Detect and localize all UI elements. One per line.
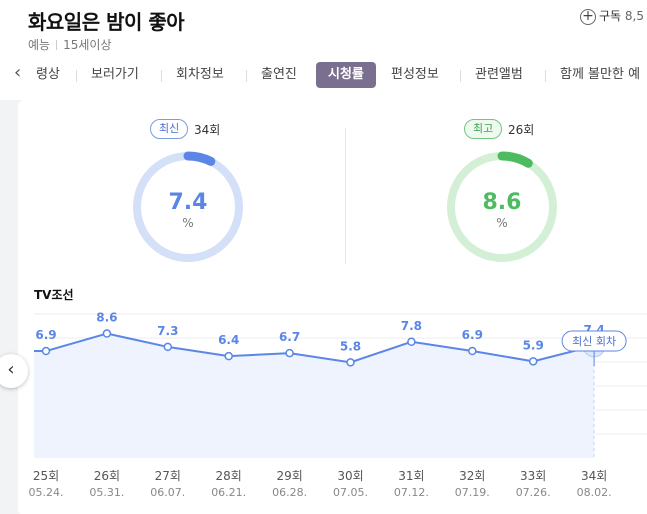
data-label: 6.9: [35, 328, 56, 342]
chart-area: [34, 333, 595, 458]
best-ring-progress: [446, 151, 558, 263]
best-badge: 최고: [464, 119, 503, 139]
meta-divider: [56, 40, 58, 50]
x-tick-label: 32회: [459, 469, 485, 483]
tab-episodes[interactable]: 회차정보: [176, 67, 224, 82]
ratings-line-chart: 6.98.67.36.4 6.75.87.86.95.97.4최신 회차25회05…: [29, 311, 647, 499]
data-point: [224, 351, 233, 361]
section-divider: [345, 128, 346, 264]
data-point: [285, 348, 294, 358]
best-episode: 26회: [508, 123, 535, 137]
data-label: 6.7: [279, 330, 300, 344]
chart-title: TV조선: [34, 288, 74, 302]
x-tick-label: 30회: [337, 469, 363, 483]
chevron-left-icon[interactable]: ‹: [0, 354, 28, 388]
tab-watch[interactable]: 보러가기: [91, 67, 139, 82]
data-point: [468, 346, 477, 356]
tab-cast[interactable]: 출연진: [261, 67, 297, 82]
x-tick-date: 05.31.: [89, 486, 124, 499]
data-label: 5.8: [340, 339, 361, 353]
data-label: 6.4: [218, 333, 239, 347]
x-tick-date: 08.02.: [577, 486, 612, 499]
latest-rating-ring: [132, 151, 244, 263]
data-point: [407, 337, 416, 347]
x-tick-label: 27회: [155, 469, 181, 483]
x-tick-label: 31회: [398, 469, 424, 483]
data-label: 5.9: [523, 338, 544, 352]
tab-bar: ‹ 령상 보러가기 회차정보 출연진 시청률 편성정보 관련앨범 함께 볼만한 …: [0, 60, 647, 90]
x-tick-label: 28회: [216, 469, 242, 483]
latest-episode-callout-label: 최신 회차: [572, 335, 616, 348]
x-tick-date: 05.24.: [29, 486, 64, 499]
x-tick-date: 06.21.: [211, 486, 246, 499]
age-rating-label: 15세이상: [63, 38, 112, 52]
data-label: 8.6: [96, 311, 117, 325]
plus-icon: +: [580, 9, 596, 25]
program-meta: 예능 15세이상: [28, 36, 111, 53]
data-point: [41, 346, 51, 356]
best-rating-ring: [446, 151, 558, 263]
x-tick-date: 07.12.: [394, 486, 429, 499]
x-tick-label: 34회: [581, 469, 607, 483]
best-rating-unit: %: [496, 216, 508, 230]
latest-badge: 최신: [150, 119, 189, 139]
tab-divider: [76, 70, 77, 82]
chevron-left-icon[interactable]: ‹: [14, 62, 22, 83]
page-title: 화요일은 밤이 좋아: [28, 10, 185, 34]
data-label: 7.3: [157, 324, 178, 338]
subscribe-button[interactable]: + 구독 8,5: [580, 7, 644, 25]
tab-divider: [161, 70, 162, 82]
tab-divider: [460, 70, 461, 82]
x-tick-date: 07.05.: [333, 486, 368, 499]
x-tick-date: 06.07.: [150, 486, 185, 499]
data-label: 7.8: [401, 319, 422, 333]
x-tick-label: 29회: [276, 469, 302, 483]
latest-rating-unit: %: [182, 216, 194, 230]
data-label: 6.9: [462, 328, 483, 342]
program-header: 화요일은 밤이 좋아 예능 15세이상 + 구독 8,5 ‹ 령상 보러가기 회차정…: [0, 0, 647, 100]
x-tick-date: 07.19.: [455, 486, 490, 499]
data-point: [163, 342, 173, 352]
tab-divider: [545, 70, 546, 82]
data-point: [102, 329, 112, 338]
tab-recommended[interactable]: 함께 볼만한 예: [560, 67, 641, 82]
subscribe-label: 구독: [599, 9, 622, 23]
latest-rating-value: 7.4: [168, 190, 208, 215]
tab-divider: [246, 70, 247, 82]
latest-ring-progress: [132, 151, 244, 263]
genre-label: 예능: [28, 38, 51, 52]
subscriber-count: 8,5: [624, 9, 645, 23]
x-tick-label: 33회: [520, 469, 546, 483]
x-tick-label: 26회: [94, 469, 120, 483]
x-tick-date: 07.26.: [516, 486, 551, 499]
data-point: [346, 358, 355, 367]
latest-episode: 34회: [194, 123, 221, 137]
tab-albums[interactable]: 관련앨범: [475, 67, 523, 82]
tab-schedule[interactable]: 편성정보: [391, 67, 439, 82]
tab-video[interactable]: 령상: [36, 67, 60, 82]
x-tick-date: 06.28.: [272, 486, 307, 499]
x-tick-label: 25회: [33, 469, 59, 483]
best-rating-value: 8.6: [482, 190, 522, 215]
data-point: [528, 357, 538, 366]
tab-ratings[interactable]: 시청률: [316, 62, 376, 88]
